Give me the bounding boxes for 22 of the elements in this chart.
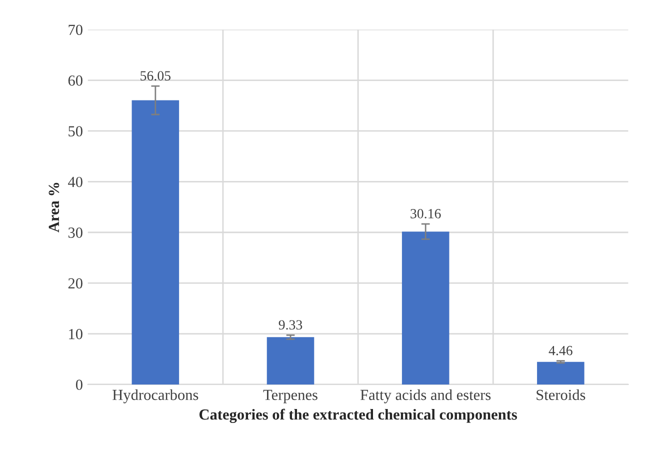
x-tick-label: Terpenes xyxy=(263,390,318,404)
y-tick-label: 30 xyxy=(68,228,82,238)
data-label: 30.16 xyxy=(410,208,441,218)
bar xyxy=(402,232,450,384)
y-tick-label: 70 xyxy=(68,24,82,36)
x-axis-title: Categories of the extracted chemical components xyxy=(199,408,517,423)
y-tick-label: 20 xyxy=(68,278,82,289)
y-tick-label: 60 xyxy=(68,75,82,86)
y-tick-label: 10 xyxy=(69,328,82,340)
x-tick-label: Fatty acids and esters xyxy=(360,389,491,404)
bar xyxy=(266,337,314,384)
y-tick-label: 40 xyxy=(68,176,82,188)
x-tick-label: Steroids xyxy=(536,389,586,400)
bar xyxy=(132,100,180,384)
y-tick-label: 0 xyxy=(76,380,82,390)
y-axis-title: Area % xyxy=(48,182,60,232)
bar xyxy=(537,362,584,384)
data-label: 9.33 xyxy=(278,320,302,330)
y-tick-label: 50 xyxy=(68,126,82,136)
data-label: 4.46 xyxy=(548,346,572,356)
x-tick-label: Hydrocarbons xyxy=(112,389,198,404)
data-label: 56.05 xyxy=(140,71,171,81)
